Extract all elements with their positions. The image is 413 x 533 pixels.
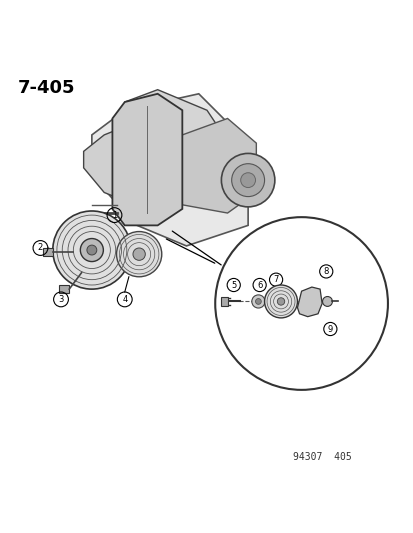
FancyBboxPatch shape bbox=[59, 285, 69, 293]
Circle shape bbox=[53, 211, 131, 289]
Circle shape bbox=[251, 295, 264, 308]
Text: 9: 9 bbox=[327, 325, 332, 334]
Circle shape bbox=[231, 164, 264, 197]
Circle shape bbox=[240, 173, 255, 188]
Text: 5: 5 bbox=[230, 280, 236, 289]
Text: 8: 8 bbox=[323, 267, 328, 276]
Polygon shape bbox=[297, 287, 321, 317]
Text: 4: 4 bbox=[122, 295, 127, 304]
Text: 3: 3 bbox=[58, 295, 64, 304]
Text: 94307  405: 94307 405 bbox=[292, 452, 351, 462]
Text: 7: 7 bbox=[273, 275, 278, 284]
Circle shape bbox=[133, 248, 145, 260]
Circle shape bbox=[87, 245, 97, 255]
Polygon shape bbox=[112, 94, 182, 225]
Circle shape bbox=[255, 298, 261, 304]
Text: 6: 6 bbox=[256, 280, 262, 289]
Text: 2: 2 bbox=[38, 244, 43, 253]
Polygon shape bbox=[83, 118, 174, 209]
Circle shape bbox=[80, 239, 103, 262]
Text: 7-405: 7-405 bbox=[18, 79, 75, 98]
Circle shape bbox=[277, 298, 284, 305]
FancyBboxPatch shape bbox=[220, 296, 228, 306]
Circle shape bbox=[215, 217, 387, 390]
Polygon shape bbox=[124, 90, 223, 151]
Circle shape bbox=[116, 231, 161, 277]
Polygon shape bbox=[182, 118, 256, 213]
Circle shape bbox=[264, 285, 297, 318]
Circle shape bbox=[221, 154, 274, 207]
Circle shape bbox=[322, 296, 332, 306]
Text: 1: 1 bbox=[112, 211, 117, 220]
Polygon shape bbox=[92, 94, 247, 246]
FancyBboxPatch shape bbox=[43, 248, 53, 256]
